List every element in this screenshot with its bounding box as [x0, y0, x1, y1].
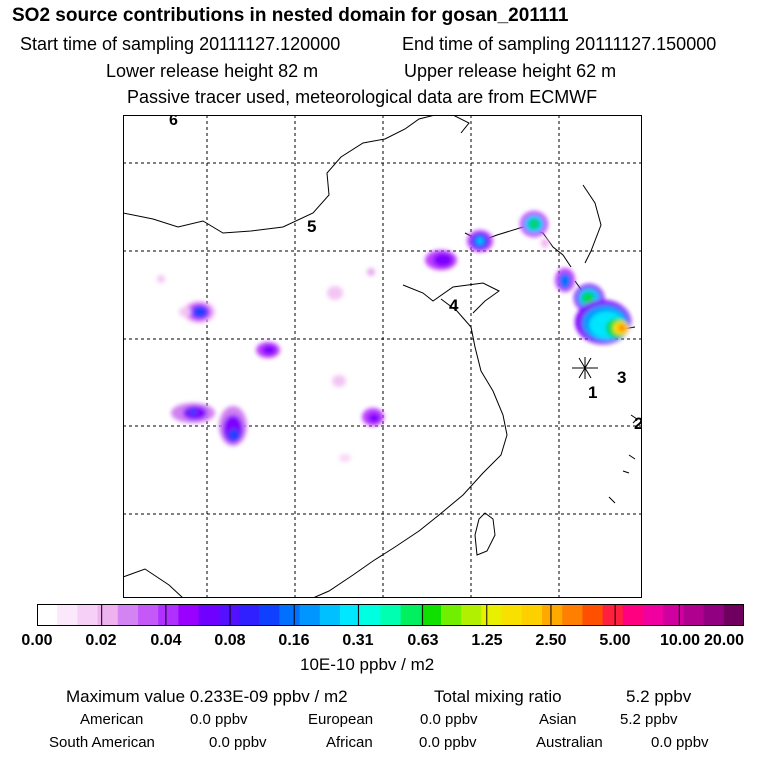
- region-label-5: 5: [307, 217, 316, 236]
- max-value-label: Maximum value 0.233E-09 ppbv / m2: [66, 687, 348, 706]
- region-label-4: 4: [449, 296, 459, 315]
- upper-height-label: Upper release height 62 m: [404, 61, 617, 81]
- colorbar-swatch: [279, 604, 301, 626]
- page-title: SO2 source contributions in nested domai…: [12, 5, 569, 26]
- asterisk-icon: [572, 357, 598, 379]
- colorbar-swatch: [663, 604, 684, 626]
- source-name-african: African: [326, 734, 373, 751]
- colorbar-swatch: [57, 604, 78, 626]
- tracer-note: Passive tracer used, meteorological data…: [127, 87, 598, 107]
- colorbar-swatch: [319, 604, 341, 626]
- total-mixing-value: 5.2 ppbv: [626, 687, 692, 706]
- colorbar-swatch: [622, 604, 644, 626]
- colorbar-swatch: [158, 604, 179, 626]
- map-frame: [123, 115, 642, 598]
- concentration-plumes: [157, 211, 631, 462]
- colorbar-swatch: [178, 604, 200, 626]
- colorbar-swatch: [400, 604, 422, 626]
- colorbar-tick: 0.31: [342, 632, 374, 649]
- colorbar: [37, 604, 744, 626]
- region-label-3: 3: [617, 368, 626, 387]
- colorbar-tick: 0.04: [150, 632, 182, 649]
- source-value-asian: 5.2 ppbv: [620, 711, 678, 728]
- source-name-australian: Australian: [536, 734, 603, 751]
- region-label-1: 1: [588, 383, 597, 402]
- colorbar-swatch: [239, 604, 260, 626]
- start-time-label: Start time of sampling 20111127.120000: [20, 34, 341, 54]
- colorbar-tick: 20.00: [703, 632, 745, 649]
- colorbar-swatch: [703, 604, 725, 626]
- colorbar-swatch: [481, 604, 503, 626]
- colorbar-swatch: [441, 604, 462, 626]
- colorbar-swatch: [461, 604, 482, 626]
- colorbar-swatch: [77, 604, 99, 626]
- source-value-european: 0.0 ppbv: [420, 711, 478, 728]
- colorbar-tick: 5.00: [599, 632, 631, 649]
- total-mixing-label: Total mixing ratio: [434, 687, 562, 706]
- region-label-6: 6: [169, 115, 178, 129]
- colorbar-swatch: [37, 604, 58, 626]
- source-name-south-american: South American: [49, 734, 155, 751]
- colorbar-swatch: [117, 604, 139, 626]
- colorbar-swatch: [340, 604, 361, 626]
- colorbar-tick: 0.08: [214, 632, 246, 649]
- colorbar-swatch: [198, 604, 220, 626]
- source-value-american: 0.0 ppbv: [190, 711, 248, 728]
- graticule: [123, 115, 642, 598]
- colorbar-unit: 10E-10 ppbv / m2: [300, 655, 435, 674]
- colorbar-swatch: [138, 604, 159, 626]
- colorbar-swatch: [299, 604, 321, 626]
- colorbar-swatch: [218, 604, 240, 626]
- source-name-american: American: [80, 711, 144, 728]
- region-label-2: 2: [634, 414, 642, 433]
- colorbar-swatch: [380, 604, 402, 626]
- colorbar-swatch: [683, 604, 705, 626]
- colorbar-swatch: [259, 604, 280, 626]
- colorbar-swatch: [420, 604, 442, 626]
- colorbar-swatch: [562, 604, 583, 626]
- colorbar-swatch: [723, 604, 744, 626]
- source-value-african: 0.0 ppbv: [419, 734, 477, 751]
- colorbar-swatch: [542, 604, 563, 626]
- colorbar-tick: 0.16: [278, 632, 310, 649]
- colorbar-swatch: [501, 604, 523, 626]
- colorbar-tick: 0.63: [407, 632, 439, 649]
- colorbar-swatch: [360, 604, 381, 626]
- colorbar-tick: 1.25: [471, 632, 503, 649]
- colorbar-swatch: [582, 604, 604, 626]
- colorbar-frame: [37, 604, 744, 626]
- source-name-asian: Asian: [539, 711, 577, 728]
- colorbar-swatch: [643, 604, 664, 626]
- source-value-australian: 0.0 ppbv: [651, 734, 709, 751]
- colorbar-swatch: [521, 604, 543, 626]
- colorbar-tick: 0.00: [21, 632, 53, 649]
- end-time-label: End time of sampling 20111127.150000: [402, 34, 717, 54]
- source-value-south-american: 0.0 ppbv: [209, 734, 267, 751]
- colorbar-tick: 2.50: [535, 632, 567, 649]
- colorbar-tick: 10.00: [659, 632, 701, 649]
- colorbar-tick: 0.02: [85, 632, 117, 649]
- colorbar-swatch: [602, 604, 624, 626]
- source-name-european: European: [308, 711, 374, 728]
- map-panel: 6 5 4 3 2 1: [123, 115, 642, 598]
- lower-height-label: Lower release height 82 m: [106, 61, 319, 81]
- colorbar-swatch: [97, 604, 119, 626]
